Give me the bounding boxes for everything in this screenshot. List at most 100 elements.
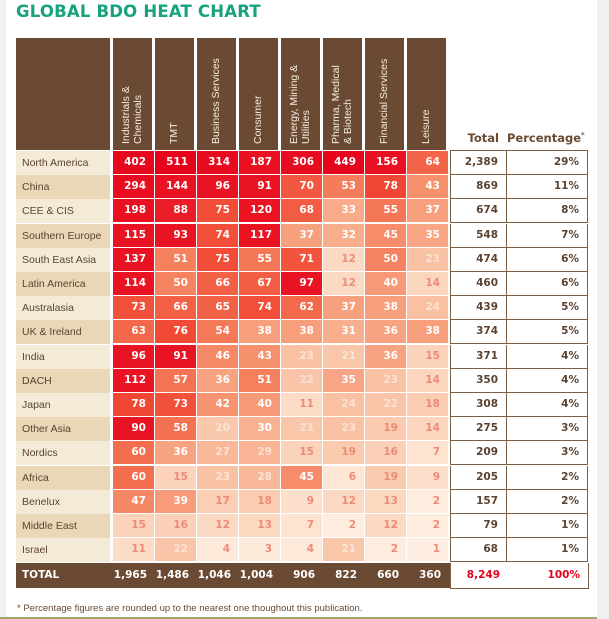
heat-cell: 2	[365, 538, 406, 562]
heat-cell: 78	[113, 393, 154, 416]
heat-cell: 33	[323, 199, 364, 223]
column-header: Leisure	[407, 38, 446, 150]
heat-cell: 4	[197, 538, 238, 562]
heat-cell: 97	[281, 272, 322, 295]
heat-cell: 9	[281, 489, 322, 513]
heat-cell: 13	[239, 514, 280, 537]
column-header: Industrials & Chemicals	[113, 38, 152, 150]
heat-cell: 24	[323, 393, 364, 416]
heat-cell: 55	[239, 247, 280, 271]
row-label: Japan	[16, 393, 110, 417]
heat-cell: 21	[323, 344, 364, 368]
heat-cell: 16	[365, 441, 406, 465]
heat-cell: 53	[323, 175, 364, 199]
heat-cell: 65	[197, 296, 238, 320]
row-percentage: 3%	[507, 441, 588, 466]
heat-cell: 19	[323, 441, 364, 465]
heat-cell: 22	[365, 393, 406, 416]
row-label: DACH	[16, 368, 110, 393]
heat-cell: 24	[407, 296, 448, 320]
row-percentage: 6%	[507, 247, 588, 272]
heat-cell: 50	[155, 272, 196, 295]
heat-cell: 22	[281, 368, 322, 392]
bottom-rule	[0, 617, 597, 619]
column-header: Consumer	[239, 38, 278, 150]
heat-cell: 27	[197, 441, 238, 465]
heat-cell: 30	[239, 417, 280, 441]
heat-cell: 37	[407, 199, 448, 223]
heat-cell: 60	[113, 441, 154, 465]
heat-cell: 38	[407, 320, 448, 344]
heat-cell: 3	[239, 538, 280, 562]
row-total: 371	[450, 344, 507, 369]
heat-cell: 14	[407, 368, 448, 392]
row-label: UK & Ireland	[16, 320, 110, 345]
total-row	[16, 563, 450, 589]
percentage-footnote-marker: *	[581, 131, 585, 140]
row-total: 350	[450, 368, 507, 393]
row-total: 2,389	[450, 151, 507, 175]
totals-top-border	[450, 150, 588, 152]
row-percentage: 2%	[507, 465, 588, 490]
heat-cell: 114	[113, 272, 154, 295]
row-percentage: 8%	[507, 199, 588, 224]
heat-cell: 35	[407, 223, 448, 247]
heat-cell: 12	[365, 514, 406, 537]
row-percentage: 29%	[507, 151, 588, 175]
heat-cell: 11	[113, 538, 154, 562]
heat-cell: 68	[281, 199, 322, 223]
row-total: 68	[450, 538, 507, 563]
header-corner	[16, 38, 110, 150]
column-total: 1,046	[197, 569, 231, 582]
row-percentage: 5%	[507, 296, 588, 321]
column-header-label: Industrials & Chemicals	[120, 86, 144, 144]
heat-cell: 35	[323, 368, 364, 392]
row-label: South East Asia	[16, 247, 110, 272]
column-total: 1,486	[155, 569, 189, 582]
heat-cell: 7	[407, 441, 448, 465]
heat-cell: 67	[239, 272, 280, 295]
row-total: 374	[450, 320, 507, 345]
heat-cell: 23	[197, 465, 238, 489]
heat-cell: 75	[197, 199, 238, 223]
heat-cell: 6	[323, 465, 364, 489]
heat-cell: 156	[365, 151, 406, 174]
row-percentage: 7%	[507, 223, 588, 248]
column-total: 822	[335, 569, 357, 582]
heat-cell: 66	[155, 296, 196, 320]
column-header-line: Industrials &	[120, 86, 132, 144]
column-header-label: TMT	[168, 122, 181, 144]
column-header-label: Business Services	[210, 58, 223, 144]
row-total: 548	[450, 223, 507, 248]
heat-cell: 20	[197, 417, 238, 441]
heat-cell: 4	[281, 538, 322, 562]
heat-cell: 55	[365, 199, 406, 223]
heat-cell: 57	[155, 368, 196, 392]
heat-cell: 28	[239, 465, 280, 489]
heat-cell: 90	[113, 417, 154, 441]
heat-cell: 21	[281, 417, 322, 441]
heat-cell: 306	[281, 151, 322, 174]
heat-cell: 15	[155, 465, 196, 489]
heat-cell: 31	[323, 320, 364, 344]
heat-cell: 96	[113, 344, 154, 368]
heat-cell: 46	[197, 344, 238, 368]
heat-cell: 37	[281, 223, 322, 247]
row-label: China	[16, 175, 110, 200]
heat-cell: 78	[365, 175, 406, 199]
row-percentage: 4%	[507, 368, 588, 393]
row-label: Africa	[16, 465, 110, 490]
heat-cell: 16	[155, 514, 196, 537]
heat-cell: 36	[365, 344, 406, 368]
scrollbar-track[interactable]	[597, 0, 609, 619]
heat-cell: 112	[113, 368, 154, 392]
column-header: TMT	[155, 38, 194, 150]
heat-cell: 63	[113, 320, 154, 344]
heat-cell: 144	[155, 175, 196, 199]
column-header-line: Financial Services	[377, 58, 390, 144]
column-header-line: & Biotech	[341, 99, 354, 144]
column-total: 906	[293, 569, 315, 582]
heat-cell: 15	[113, 514, 154, 537]
column-total: 1,965	[113, 569, 147, 582]
heat-cell: 449	[323, 151, 364, 174]
